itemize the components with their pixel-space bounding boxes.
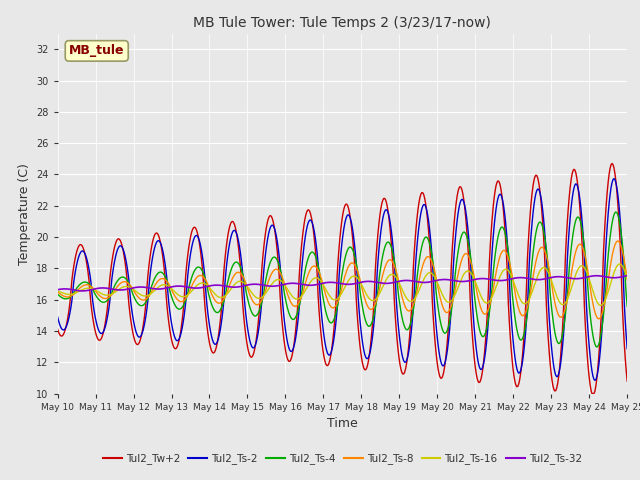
Text: MB_tule: MB_tule bbox=[69, 44, 125, 58]
Tul2_Tw+2 bbox=[312, 246, 319, 252]
Tul2_Ts-8 bbox=[434, 285, 442, 290]
Y-axis label: Temperature (C): Temperature (C) bbox=[17, 163, 31, 264]
Tul2_Ts-8 bbox=[312, 264, 319, 269]
Tul2_Tw+2 bbox=[54, 326, 61, 332]
Tul2_Ts-2 bbox=[610, 176, 618, 181]
Tul2_Ts-16 bbox=[389, 272, 397, 277]
Tul2_Ts-16 bbox=[483, 300, 490, 306]
Line: Tul2_Tw+2: Tul2_Tw+2 bbox=[58, 164, 627, 394]
Tul2_Tw+2 bbox=[623, 378, 631, 384]
Tul2_Ts-32 bbox=[54, 287, 61, 293]
Tul2_Ts-32 bbox=[156, 286, 163, 292]
Tul2_Ts-32 bbox=[390, 279, 398, 285]
Tul2_Ts-32 bbox=[435, 277, 443, 283]
Tul2_Ts-8 bbox=[623, 277, 631, 283]
Tul2_Ts-4 bbox=[200, 272, 208, 278]
Tul2_Ts-8 bbox=[54, 289, 61, 295]
Tul2_Tw+2 bbox=[608, 161, 616, 167]
Tul2_Ts-32 bbox=[79, 288, 86, 294]
Tul2_Ts-16 bbox=[623, 276, 631, 281]
Tul2_Tw+2 bbox=[200, 291, 208, 297]
Tul2_Ts-4 bbox=[312, 253, 319, 259]
Tul2_Ts-4 bbox=[612, 209, 620, 215]
Tul2_Ts-4 bbox=[389, 252, 397, 258]
Tul2_Tw+2 bbox=[434, 365, 442, 371]
Tul2_Tw+2 bbox=[154, 232, 162, 238]
Tul2_Ts-4 bbox=[623, 303, 631, 309]
Tul2_Ts-32 bbox=[484, 276, 492, 282]
Tul2_Ts-8 bbox=[614, 238, 621, 244]
Line: Tul2_Ts-2: Tul2_Ts-2 bbox=[58, 179, 627, 380]
Tul2_Ts-8 bbox=[595, 316, 602, 322]
Legend: Tul2_Tw+2, Tul2_Ts-2, Tul2_Ts-4, Tul2_Ts-8, Tul2_Ts-16, Tul2_Ts-32: Tul2_Tw+2, Tul2_Ts-2, Tul2_Ts-4, Tul2_Ts… bbox=[99, 449, 586, 468]
Tul2_Ts-4 bbox=[434, 304, 442, 310]
Line: Tul2_Ts-8: Tul2_Ts-8 bbox=[58, 241, 627, 319]
Tul2_Tw+2 bbox=[483, 324, 490, 330]
Line: Tul2_Ts-32: Tul2_Ts-32 bbox=[58, 276, 627, 291]
Line: Tul2_Ts-16: Tul2_Ts-16 bbox=[58, 264, 627, 305]
Tul2_Ts-32 bbox=[201, 284, 209, 290]
Tul2_Ts-2 bbox=[623, 346, 631, 352]
Tul2_Ts-2 bbox=[434, 341, 442, 347]
Tul2_Ts-4 bbox=[54, 291, 61, 297]
Tul2_Ts-8 bbox=[154, 278, 162, 284]
Tul2_Ts-16 bbox=[596, 302, 604, 308]
Tul2_Ts-16 bbox=[616, 261, 623, 267]
Tul2_Ts-2 bbox=[312, 235, 319, 241]
Tul2_Ts-32 bbox=[312, 282, 320, 288]
Tul2_Ts-2 bbox=[54, 314, 61, 320]
Tul2_Ts-2 bbox=[483, 340, 490, 346]
Tul2_Ts-2 bbox=[389, 247, 397, 252]
Tul2_Ts-4 bbox=[593, 344, 600, 350]
Tul2_Ts-2 bbox=[154, 238, 162, 243]
X-axis label: Time: Time bbox=[327, 417, 358, 430]
Line: Tul2_Ts-4: Tul2_Ts-4 bbox=[58, 212, 627, 347]
Tul2_Ts-2 bbox=[200, 266, 208, 272]
Tul2_Ts-2 bbox=[591, 377, 598, 383]
Tul2_Ts-16 bbox=[154, 284, 162, 290]
Tul2_Ts-16 bbox=[200, 280, 208, 286]
Tul2_Ts-16 bbox=[434, 281, 442, 287]
Tul2_Ts-16 bbox=[312, 275, 319, 281]
Title: MB Tule Tower: Tule Temps 2 (3/23/17-now): MB Tule Tower: Tule Temps 2 (3/23/17-now… bbox=[193, 16, 492, 30]
Tul2_Ts-16 bbox=[54, 288, 61, 294]
Tul2_Ts-4 bbox=[154, 270, 162, 276]
Tul2_Ts-4 bbox=[483, 326, 490, 332]
Tul2_Ts-32 bbox=[623, 273, 631, 278]
Tul2_Ts-8 bbox=[200, 275, 208, 281]
Tul2_Tw+2 bbox=[389, 271, 397, 277]
Tul2_Tw+2 bbox=[588, 391, 596, 396]
Tul2_Ts-8 bbox=[483, 310, 490, 316]
Tul2_Ts-8 bbox=[389, 260, 397, 266]
